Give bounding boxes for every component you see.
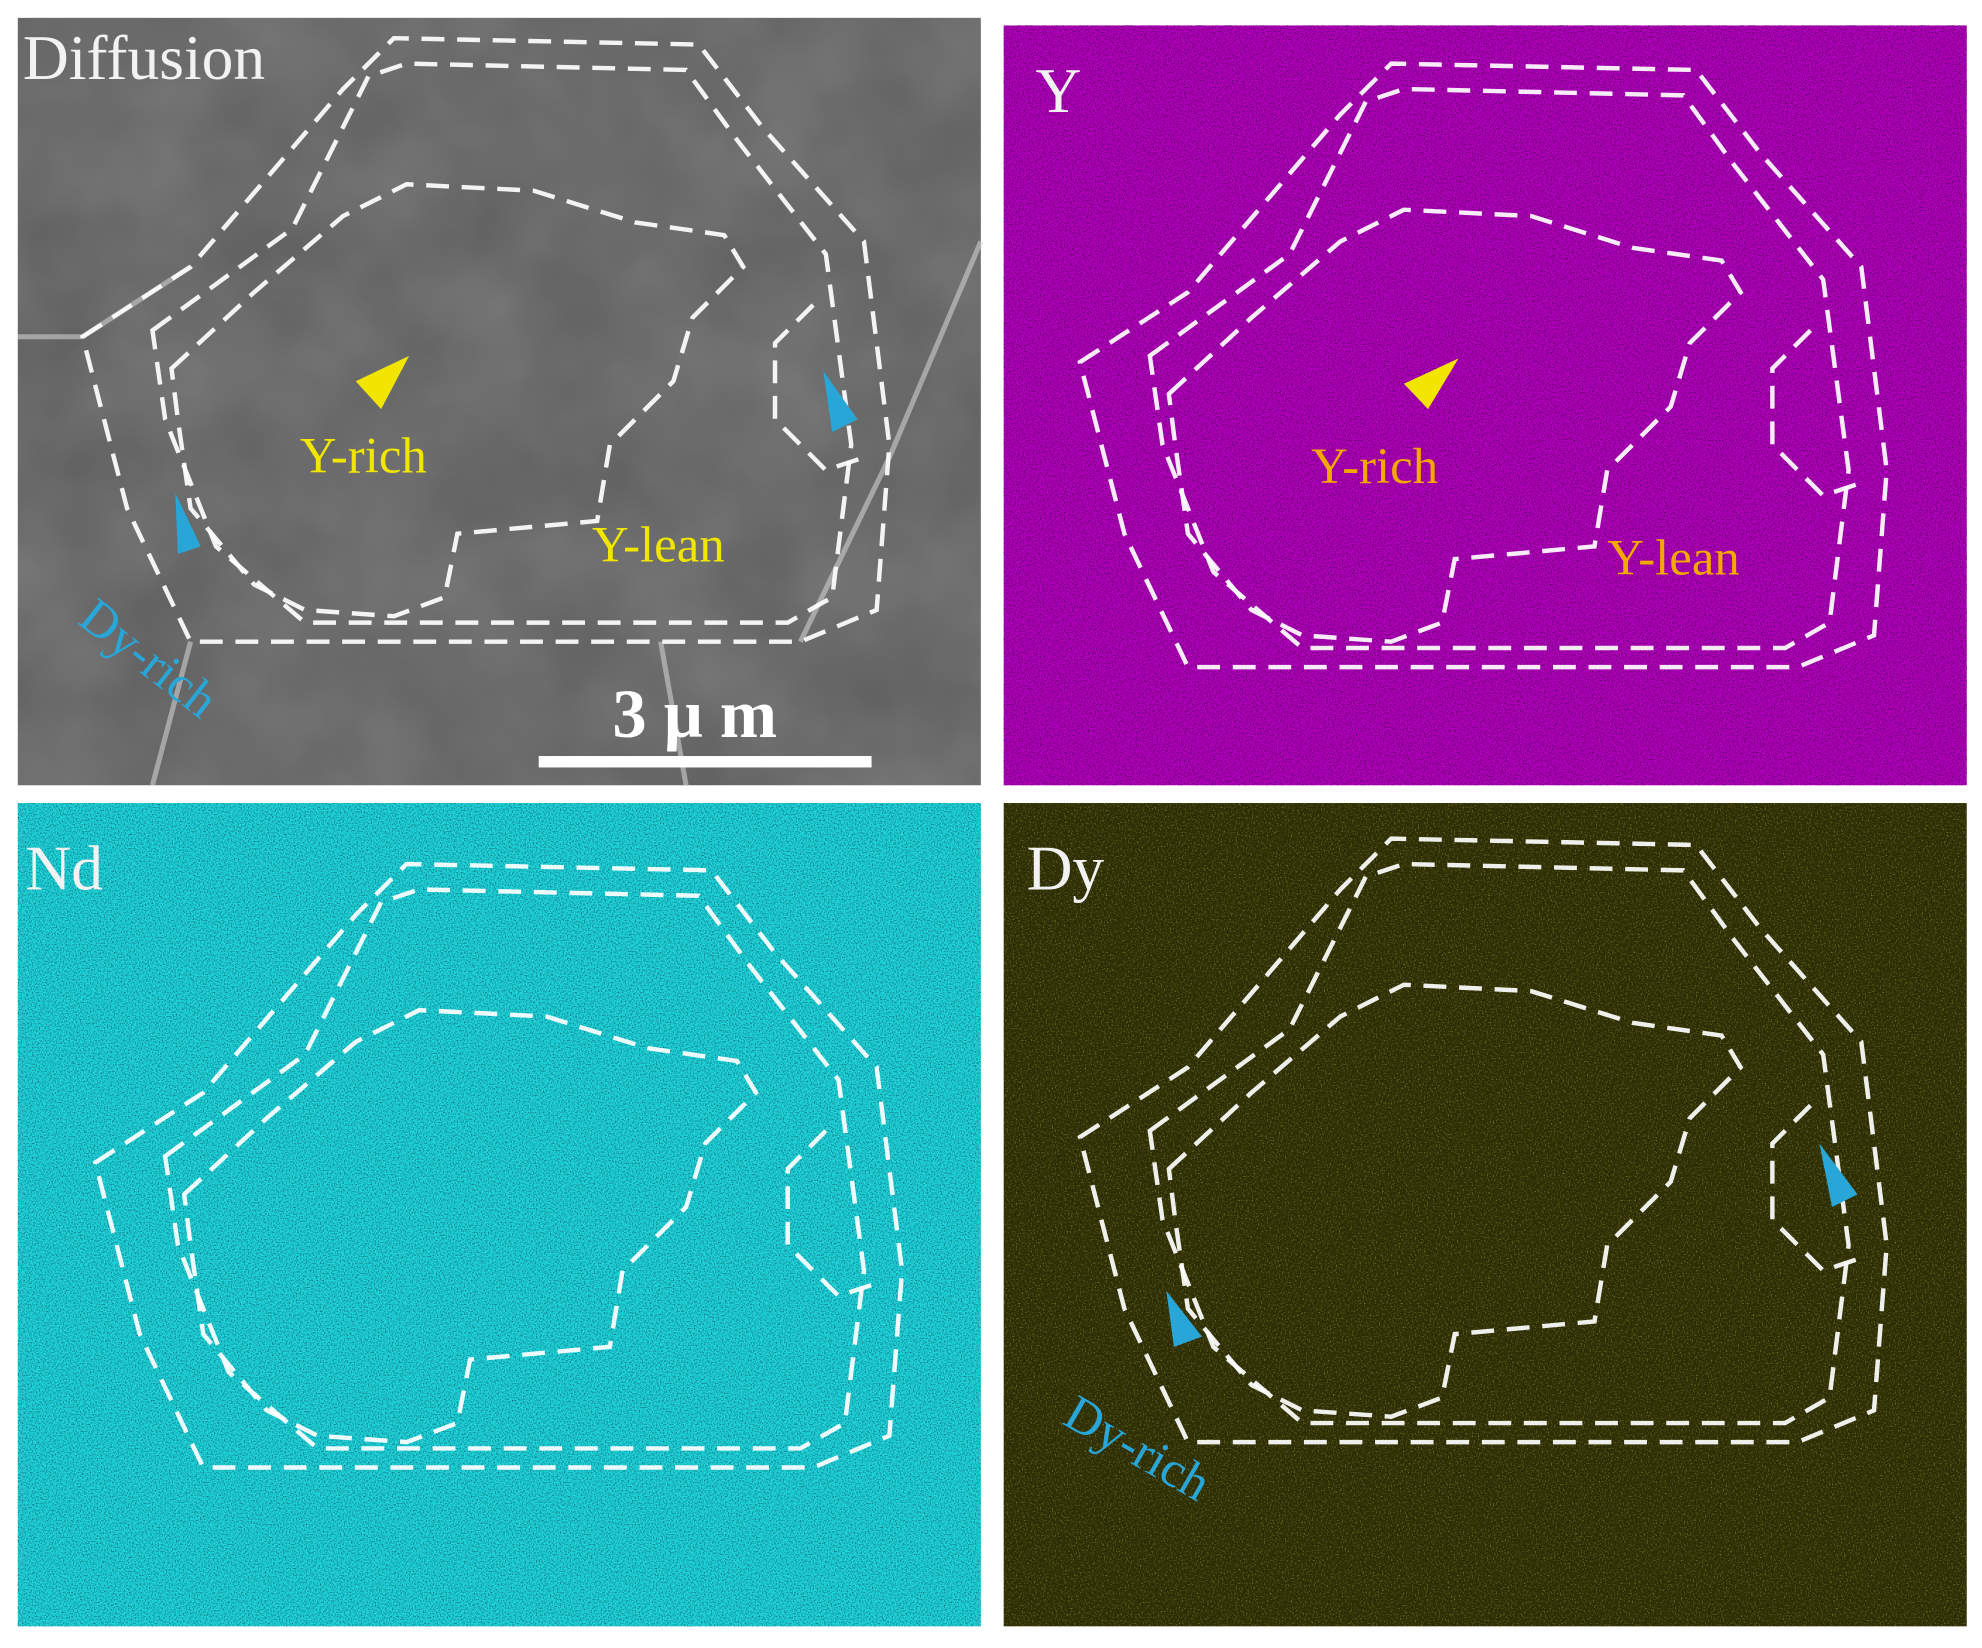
annotation: Y-rich bbox=[1311, 438, 1438, 494]
panel-label: Y bbox=[1035, 55, 1081, 126]
arrowhead bbox=[355, 355, 410, 410]
arrowhead bbox=[1403, 358, 1459, 410]
texture bbox=[17, 17, 981, 786]
texture bbox=[17, 803, 981, 1627]
panel-nd: Nd bbox=[17, 803, 981, 1627]
panel-label: Nd bbox=[25, 832, 103, 903]
panel-y: Y Y-rich Y-lean bbox=[1003, 25, 1967, 786]
panel-dy: Dy Dy-rich bbox=[1003, 803, 1967, 1627]
annotation: Y-rich bbox=[300, 428, 427, 484]
arrowhead bbox=[1819, 1143, 1858, 1208]
panel-label: Dy bbox=[1027, 832, 1105, 903]
texture bbox=[1003, 803, 1967, 1627]
panel-label: Diffusion bbox=[23, 22, 265, 93]
panel-diffusion: Diffusion Y-rich Y-lean Dy-rich 3 μ m bbox=[17, 17, 984, 786]
texture bbox=[1003, 25, 1967, 786]
annotation: Y-lean bbox=[1607, 529, 1740, 585]
arrowhead bbox=[823, 371, 858, 433]
annotation: Y-lean bbox=[592, 517, 725, 573]
arrowhead bbox=[175, 493, 201, 555]
arrowhead bbox=[1166, 1290, 1202, 1347]
scale-bar-label: 3 μ m bbox=[612, 676, 777, 752]
scale-bar bbox=[538, 756, 872, 768]
